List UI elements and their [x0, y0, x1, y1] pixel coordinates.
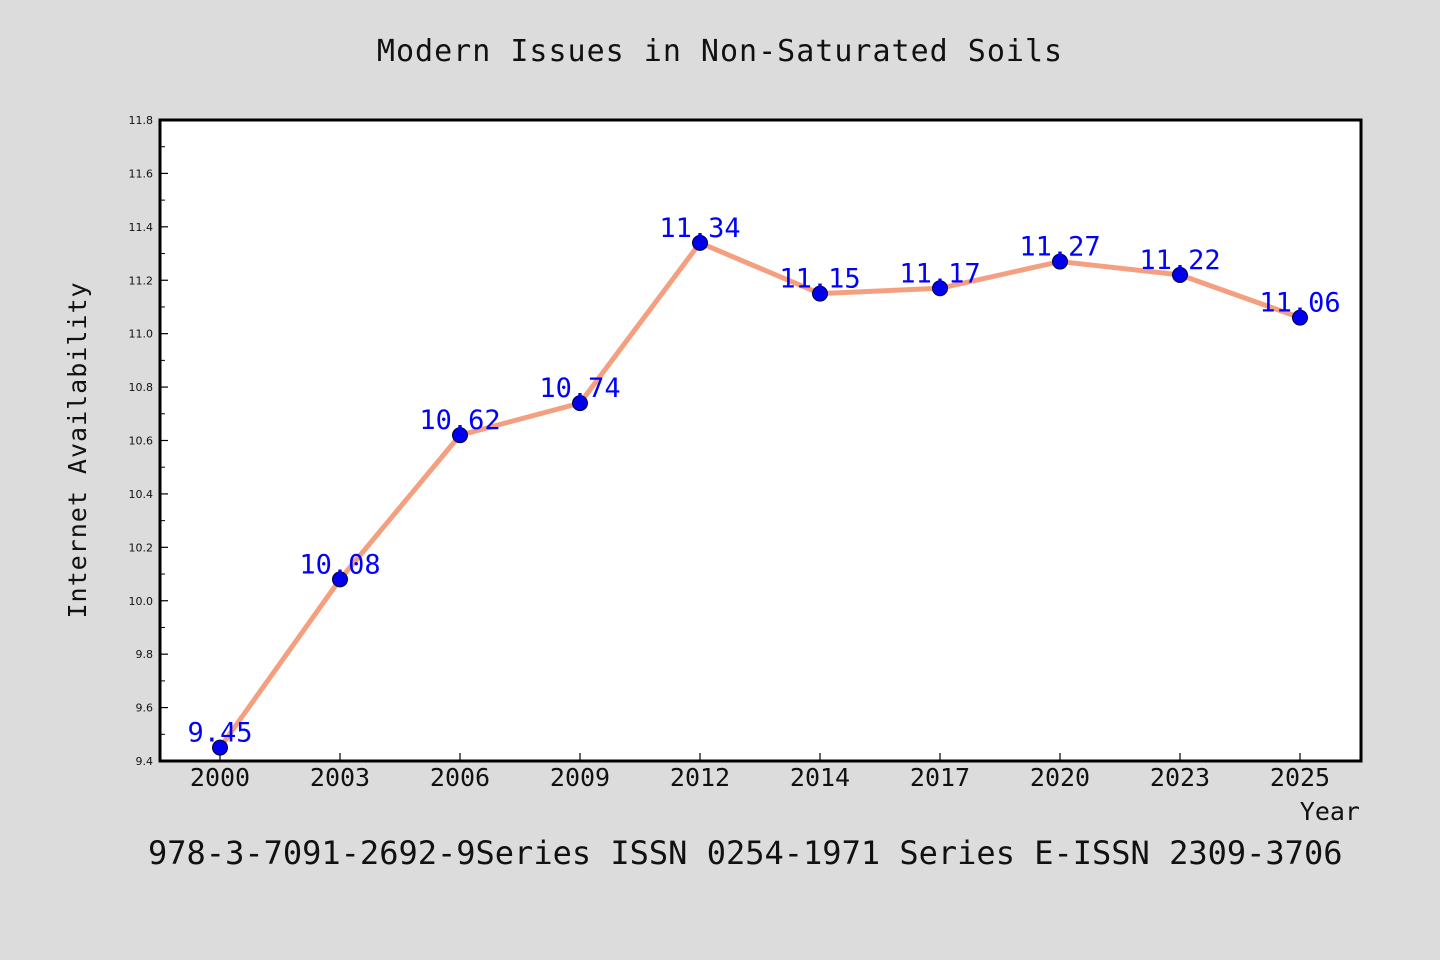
y-tick-label: 11.0: [129, 328, 154, 341]
x-tick-label: 2003: [310, 763, 370, 792]
data-point: [932, 280, 948, 297]
x-axis: 2000 2003 2006 2009 2012 2014 2017 2020 2023 2025: [190, 753, 1330, 792]
y-tick-label: 10.4: [129, 488, 154, 501]
y-tick-label: 9.4: [136, 755, 154, 768]
data-label: 10.62: [419, 405, 500, 436]
series-line: [217, 240, 1303, 751]
y-tick-label: 9.6: [136, 702, 154, 715]
data-point: [1052, 253, 1068, 270]
data-point: [212, 739, 228, 756]
x-tick-label: 2017: [910, 763, 970, 792]
data-label: 11.06: [1259, 288, 1340, 319]
data-point: [332, 571, 348, 588]
x-tick-label: 2009: [550, 763, 610, 792]
y-tick-label: 10.0: [129, 595, 154, 608]
series-group: [212, 234, 1308, 756]
x-tick-label: 2012: [670, 763, 730, 792]
y-tick-label: 10.8: [129, 381, 154, 394]
y-axis: 9.4 9.6 9.8 10.0 10.2 10.4 10.6 10.8 11.0 11.2 11.…: [129, 114, 168, 768]
x-tick-label: 2000: [190, 763, 250, 792]
y-tick-label: 11.4: [129, 221, 154, 234]
y-tick-label: 11.2: [129, 274, 154, 287]
plot-area-group: [158, 118, 1363, 763]
data-point: [572, 395, 588, 412]
plot-area: [158, 118, 1363, 763]
y-tick-label: 11.8: [129, 114, 154, 127]
y-tick-label: 9.8: [136, 648, 154, 661]
data-label: 11.34: [659, 213, 740, 244]
data-label: 9.45: [187, 718, 252, 749]
data-label: 10.08: [299, 549, 380, 580]
data-point: [1172, 266, 1188, 283]
data-label: 11.27: [1019, 232, 1100, 263]
data-label: 10.74: [539, 373, 620, 404]
footer-note: 978-3-7091-2692-9Series ISSN 0254-1971 S…: [148, 834, 1343, 872]
data-label: 11.22: [1139, 245, 1220, 276]
data-point: [1292, 309, 1308, 326]
data-point: [692, 234, 708, 251]
x-tick-label: 2025: [1270, 763, 1330, 792]
y-tick-label: 10.2: [129, 541, 154, 554]
y-tick-label: 10.6: [129, 435, 154, 448]
y-tick-label: 11.6: [129, 167, 154, 180]
data-labels-group: 9.45 10.08 10.62 10.74 11.34 11.15 11.17 11.27 1…: [187, 213, 1340, 749]
chart-title: Modern Issues in Non-Saturated Soils: [376, 34, 1064, 69]
x-tick-label: 2020: [1030, 763, 1090, 792]
y-axis-label: Internet Availability: [63, 281, 92, 618]
data-label: 11.17: [899, 258, 980, 289]
data-point: [812, 285, 828, 302]
x-tick-label: 2006: [430, 763, 490, 792]
x-axis-label: Year: [1300, 797, 1360, 826]
x-tick-label: 2014: [790, 763, 850, 792]
data-point: [452, 427, 468, 444]
data-label: 11.15: [779, 264, 860, 295]
x-tick-label: 2023: [1150, 763, 1210, 792]
